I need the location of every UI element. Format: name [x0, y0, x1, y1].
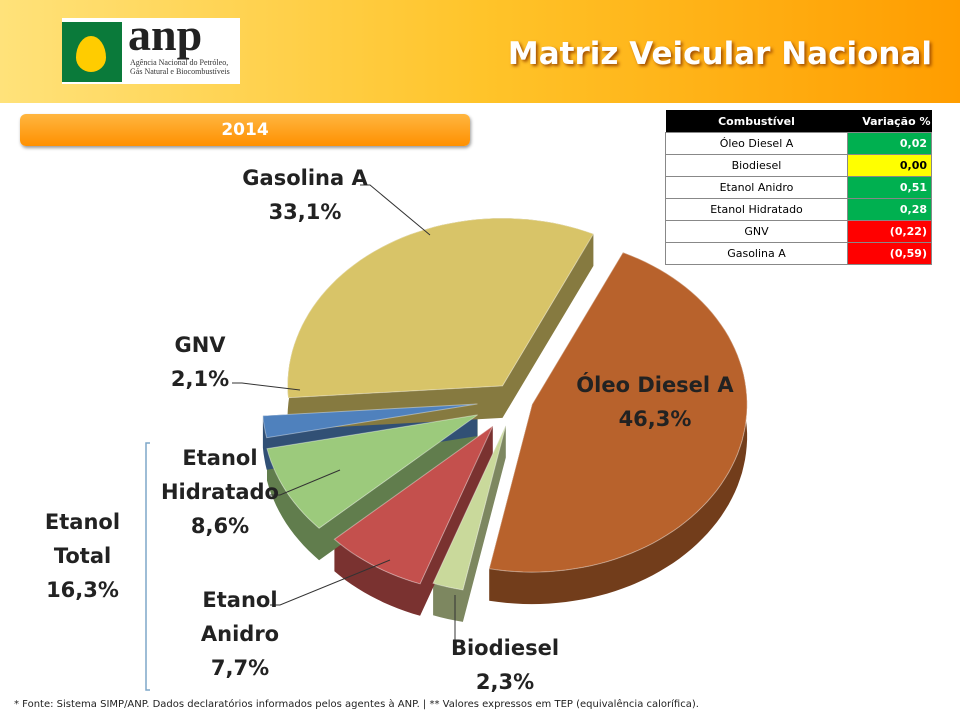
footnote: * Fonte: Sistema SIMP/ANP. Dados declara…: [14, 699, 699, 710]
slice-label: Gasolina A 33,1%: [230, 161, 380, 229]
variation-table: Combustível Variação % Óleo Diesel A 0,02…: [665, 110, 932, 265]
slice: [333, 424, 495, 585]
value-label: 33,1%: [268, 200, 342, 224]
value-label: 7,7%: [210, 656, 270, 680]
category-label: GNV: [174, 333, 226, 357]
fuel-cell: Etanol Hidratado: [665, 198, 848, 221]
value-label: 8,6%: [190, 514, 250, 538]
header-cell: Combustível: [665, 110, 848, 133]
value-label: 2,1%: [170, 367, 230, 391]
variation-cell: 0,02: [847, 132, 932, 155]
slice-label: Etanol Hidratado 8,6%: [150, 441, 290, 543]
category-label: Etanol Anidro: [200, 588, 280, 646]
fuel-cell: GNV: [665, 220, 848, 243]
value-label: 46,3%: [618, 407, 692, 431]
logo-mark: [62, 22, 122, 82]
variation-cell: 0,51: [847, 176, 932, 199]
category-label: Gasolina A: [242, 166, 368, 190]
fuel-cell: Etanol Anidro: [665, 176, 848, 199]
variation-cell: 0,00: [847, 154, 932, 177]
fuel-cell: Gasolina A: [665, 242, 848, 265]
logo-name: anp: [128, 9, 203, 60]
slice-label: Óleo Diesel A 46,3%: [560, 368, 750, 436]
leader-line: [360, 184, 431, 236]
value-label: 2,3%: [475, 670, 535, 694]
slice: [286, 217, 595, 399]
slice: [432, 425, 507, 591]
table-row: Biodiesel 0,00: [665, 154, 932, 177]
annotation: Etanol Total 16,3%: [20, 505, 145, 607]
slice-label: GNV 2,1%: [150, 328, 250, 396]
leader-line: [270, 559, 391, 606]
table-header: Combustível Variação %: [665, 110, 932, 133]
category-label: Óleo Diesel A: [576, 373, 734, 397]
table-row: GNV (0,22): [665, 220, 932, 243]
bracket: [145, 442, 150, 691]
slice: [266, 414, 478, 529]
slice-label: Etanol Anidro 7,7%: [190, 583, 290, 685]
title: Matriz Veicular Nacional: [507, 36, 932, 72]
logo-agency: Agência Nacional do Petróleo, Gás Natura…: [130, 58, 230, 76]
variation-cell: (0,22): [847, 220, 932, 243]
slice: [488, 251, 748, 573]
variation-cell: (0,59): [847, 242, 932, 265]
leader-line: [232, 382, 301, 391]
category-label: Biodiesel: [450, 636, 560, 660]
subtitle: 2014: [20, 114, 470, 146]
annotation-text: Etanol Total: [44, 510, 121, 568]
table-row: Etanol Anidro 0,51: [665, 176, 932, 199]
table-row: Etanol Hidratado 0,28: [665, 198, 932, 221]
logo: anp Agência Nacional do Petróleo, Gás Na…: [62, 9, 240, 84]
table-row: Óleo Diesel A 0,02: [665, 132, 932, 155]
header-cell: Variação %: [847, 110, 932, 133]
annotation-value: 16,3%: [46, 578, 119, 602]
category-label: Etanol Hidratado: [160, 446, 279, 504]
variation-cell: 0,28: [847, 198, 932, 221]
fuel-cell: Óleo Diesel A: [665, 132, 848, 155]
table-row: Gasolina A (0,59): [665, 242, 932, 265]
slice-label: Biodiesel 2,3%: [430, 631, 580, 699]
fuel-cell: Biodiesel: [665, 154, 848, 177]
slice: [262, 403, 478, 439]
leader-line: [270, 469, 341, 496]
